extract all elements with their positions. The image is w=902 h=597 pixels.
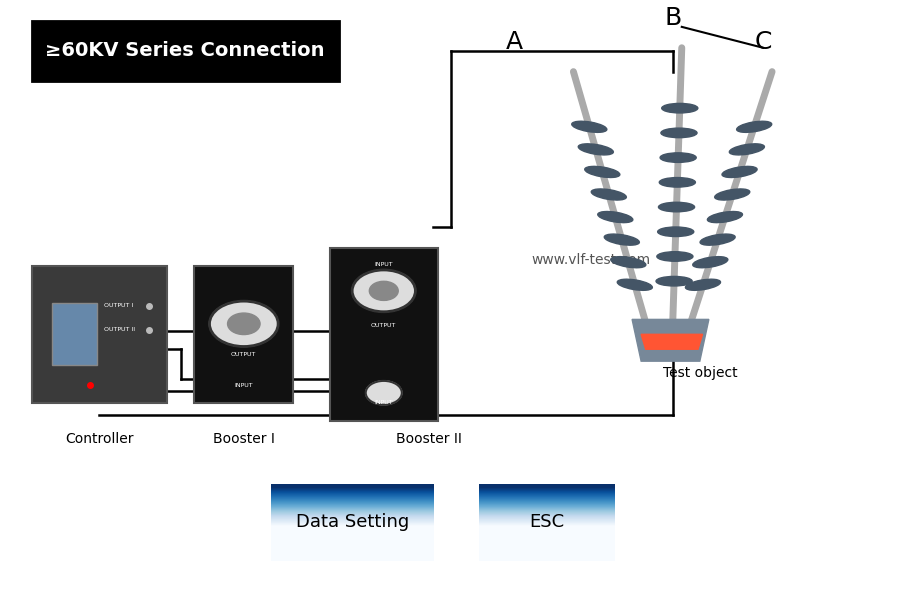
Text: OUTPUT II: OUTPUT II — [104, 327, 134, 332]
Circle shape — [352, 270, 415, 312]
Circle shape — [365, 381, 401, 405]
Ellipse shape — [729, 144, 764, 155]
Ellipse shape — [597, 211, 632, 223]
Circle shape — [227, 313, 260, 334]
Ellipse shape — [658, 202, 694, 212]
Ellipse shape — [591, 189, 626, 200]
Ellipse shape — [577, 144, 612, 155]
Ellipse shape — [603, 234, 639, 245]
Ellipse shape — [722, 167, 756, 177]
Ellipse shape — [713, 189, 749, 200]
Ellipse shape — [655, 276, 691, 286]
Ellipse shape — [584, 167, 619, 177]
Ellipse shape — [617, 279, 651, 290]
Text: Test object: Test object — [662, 366, 736, 380]
Ellipse shape — [692, 257, 727, 268]
Text: A: A — [506, 30, 522, 54]
Ellipse shape — [610, 257, 645, 268]
Ellipse shape — [661, 103, 697, 113]
FancyBboxPatch shape — [329, 248, 437, 421]
Text: Booster I: Booster I — [213, 432, 274, 446]
Ellipse shape — [699, 234, 734, 245]
Text: INPUT: INPUT — [374, 261, 392, 267]
Ellipse shape — [736, 121, 771, 133]
Circle shape — [209, 301, 278, 346]
FancyBboxPatch shape — [32, 21, 338, 81]
Polygon shape — [631, 319, 708, 361]
Ellipse shape — [659, 153, 695, 162]
Ellipse shape — [685, 279, 720, 290]
Text: OUTPUT: OUTPUT — [231, 352, 256, 356]
Text: Booster II: Booster II — [396, 432, 461, 446]
Polygon shape — [640, 334, 702, 349]
FancyBboxPatch shape — [32, 266, 167, 403]
Text: Controller: Controller — [65, 432, 133, 446]
Text: OUTPUT: OUTPUT — [371, 324, 396, 328]
Ellipse shape — [658, 177, 695, 187]
Ellipse shape — [656, 252, 692, 261]
Ellipse shape — [657, 227, 693, 236]
FancyBboxPatch shape — [194, 266, 293, 403]
Text: OUTPUT I: OUTPUT I — [104, 303, 133, 308]
Ellipse shape — [571, 121, 606, 133]
Ellipse shape — [706, 211, 741, 223]
Text: C: C — [753, 30, 771, 54]
Text: INPUT: INPUT — [235, 383, 253, 387]
Circle shape — [369, 281, 398, 300]
Text: ≥60KV Series Connection: ≥60KV Series Connection — [45, 41, 325, 60]
Ellipse shape — [660, 128, 696, 138]
Text: INPUT: INPUT — [374, 401, 392, 405]
FancyBboxPatch shape — [52, 303, 97, 365]
Text: B: B — [663, 6, 681, 30]
Text: www.vlf-test.com: www.vlf-test.com — [531, 253, 650, 267]
